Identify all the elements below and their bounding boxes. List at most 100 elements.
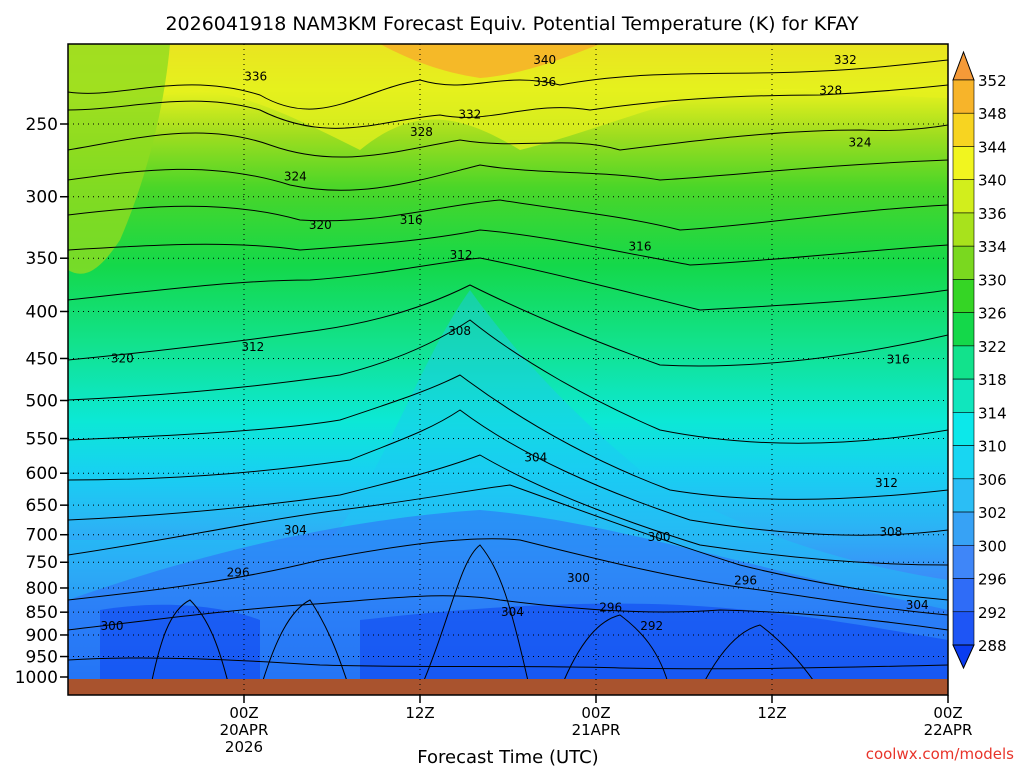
colorbar-swatch — [952, 345, 975, 380]
contour-label: 328 — [410, 125, 433, 139]
colorbar-swatch — [952, 511, 975, 546]
colorbar-label: 318 — [978, 371, 1007, 389]
y-tick-label: 600 — [26, 464, 58, 484]
terrain-surface — [68, 679, 948, 695]
x-tick-label: 20APR — [220, 721, 269, 739]
contour-label: 300 — [567, 571, 590, 585]
contour-label: 316 — [629, 240, 652, 254]
colorbar-swatch — [952, 312, 975, 347]
contour-label: 324 — [284, 169, 307, 183]
contour-label: 340 — [533, 53, 556, 67]
contour-label: 312 — [241, 340, 264, 354]
colorbar-label: 336 — [978, 205, 1007, 223]
colorbar-swatch — [952, 544, 975, 579]
contour-label: 320 — [111, 351, 134, 365]
colorbar-swatch — [952, 611, 975, 646]
colorbar-bottom-arrow — [952, 644, 975, 670]
colorbar-swatch — [952, 445, 975, 480]
y-tick-label: 800 — [26, 579, 58, 599]
contour-label: 312 — [450, 248, 473, 262]
y-axis: 250 300 350 400 450 500 550 600 650 700 750 800 850 9… — [15, 115, 68, 688]
contour-label: 312 — [875, 476, 898, 490]
contour-label: 308 — [879, 525, 902, 539]
colorbar-label: 322 — [978, 338, 1007, 356]
contour-label: 336 — [533, 75, 556, 89]
colorbar-swatch — [952, 79, 975, 114]
y-tick-label: 400 — [26, 302, 58, 322]
colorbar-swatch — [952, 212, 975, 247]
contour-lines — [68, 59, 948, 691]
contour-label: 328 — [819, 84, 842, 98]
contour-label: 324 — [849, 136, 872, 150]
y-tick-label: 550 — [26, 430, 58, 450]
contour-label: 296 — [599, 600, 622, 614]
chart-title: 2026041918 NAM3KM Forecast Equiv. Potent… — [165, 13, 859, 35]
y-tick-label: 1000 — [15, 668, 58, 688]
y-tick-label: 650 — [26, 496, 58, 516]
colorbar-swatch — [952, 146, 975, 181]
y-tick-label: 950 — [26, 648, 58, 668]
colorbar-swatch — [952, 412, 975, 446]
contour-label: 300 — [101, 619, 124, 633]
colorbar-swatch — [952, 378, 975, 413]
contour-label: 300 — [648, 530, 671, 544]
colorbar-label: 310 — [978, 438, 1007, 456]
contour-label: 332 — [834, 53, 857, 67]
y-tick-label: 300 — [26, 188, 58, 208]
x-tick-label: 00Z — [229, 704, 258, 722]
contour-label: 296 — [227, 566, 250, 580]
plot-field — [68, 44, 948, 695]
y-tick-label: 850 — [26, 603, 58, 623]
x-tick-label: 00Z — [933, 704, 962, 722]
y-tick-label: 500 — [26, 392, 58, 412]
colorbar-swatch — [952, 478, 975, 513]
colorbar: 288 292 296 300 302 306 310 314 318 322 326 330 334 3… — [952, 50, 1007, 670]
y-tick-label: 450 — [26, 349, 58, 369]
contour-label: 336 — [244, 70, 267, 84]
contour-label: 332 — [458, 107, 481, 121]
credit-text: coolwx.com/models — [866, 745, 1014, 763]
colorbar-label: 326 — [978, 305, 1007, 323]
colorbar-label: 300 — [978, 537, 1007, 555]
colorbar-label: 344 — [978, 138, 1007, 156]
x-tick-label: 21APR — [572, 721, 621, 739]
contour-label: 292 — [640, 619, 663, 633]
colorbar-label: 302 — [978, 504, 1007, 522]
x-tick-label: 00Z — [581, 704, 610, 722]
y-tick-label: 750 — [26, 553, 58, 573]
colorbar-label: 334 — [978, 238, 1007, 256]
y-tick-label: 250 — [26, 115, 58, 135]
colorbar-label: 314 — [978, 404, 1007, 422]
colorbar-label: 306 — [978, 471, 1007, 489]
colorbar-label: 340 — [978, 172, 1007, 190]
contour-label: 304 — [284, 523, 307, 537]
colorbar-label: 348 — [978, 105, 1007, 123]
contour-label: 316 — [887, 352, 910, 366]
colorbar-swatch — [952, 279, 975, 313]
colorbar-swatch — [952, 112, 975, 147]
contour-label: 316 — [400, 213, 423, 227]
contour-label: 296 — [734, 573, 757, 587]
plot-frame — [67, 43, 949, 696]
x-tick-label: 22APR — [924, 721, 973, 739]
x-tick-label: 12Z — [757, 704, 786, 722]
contour-label: 308 — [448, 324, 471, 338]
x-tick-label: 12Z — [405, 704, 434, 722]
colorbar-label: 330 — [978, 271, 1007, 289]
contour-label: 320 — [309, 218, 332, 232]
contour-label: 304 — [524, 451, 547, 465]
y-tick-label: 900 — [26, 626, 58, 646]
contour-label: 304 — [906, 598, 929, 612]
contour-labels: 340 336 332 328 332 328 324 336 324 320 316 312 316 3… — [101, 53, 929, 633]
contour-label: 304 — [501, 605, 524, 619]
colorbar-swatch — [952, 179, 975, 214]
y-tick-label: 700 — [26, 526, 58, 546]
x-tick-label: 2026 — [225, 738, 263, 756]
colorbar-top-arrow — [952, 50, 975, 81]
colorbar-swatch — [952, 578, 975, 613]
x-axis-label: Forecast Time (UTC) — [417, 747, 598, 768]
y-tick-label: 350 — [26, 249, 58, 269]
colorbar-label: 352 — [978, 72, 1007, 90]
